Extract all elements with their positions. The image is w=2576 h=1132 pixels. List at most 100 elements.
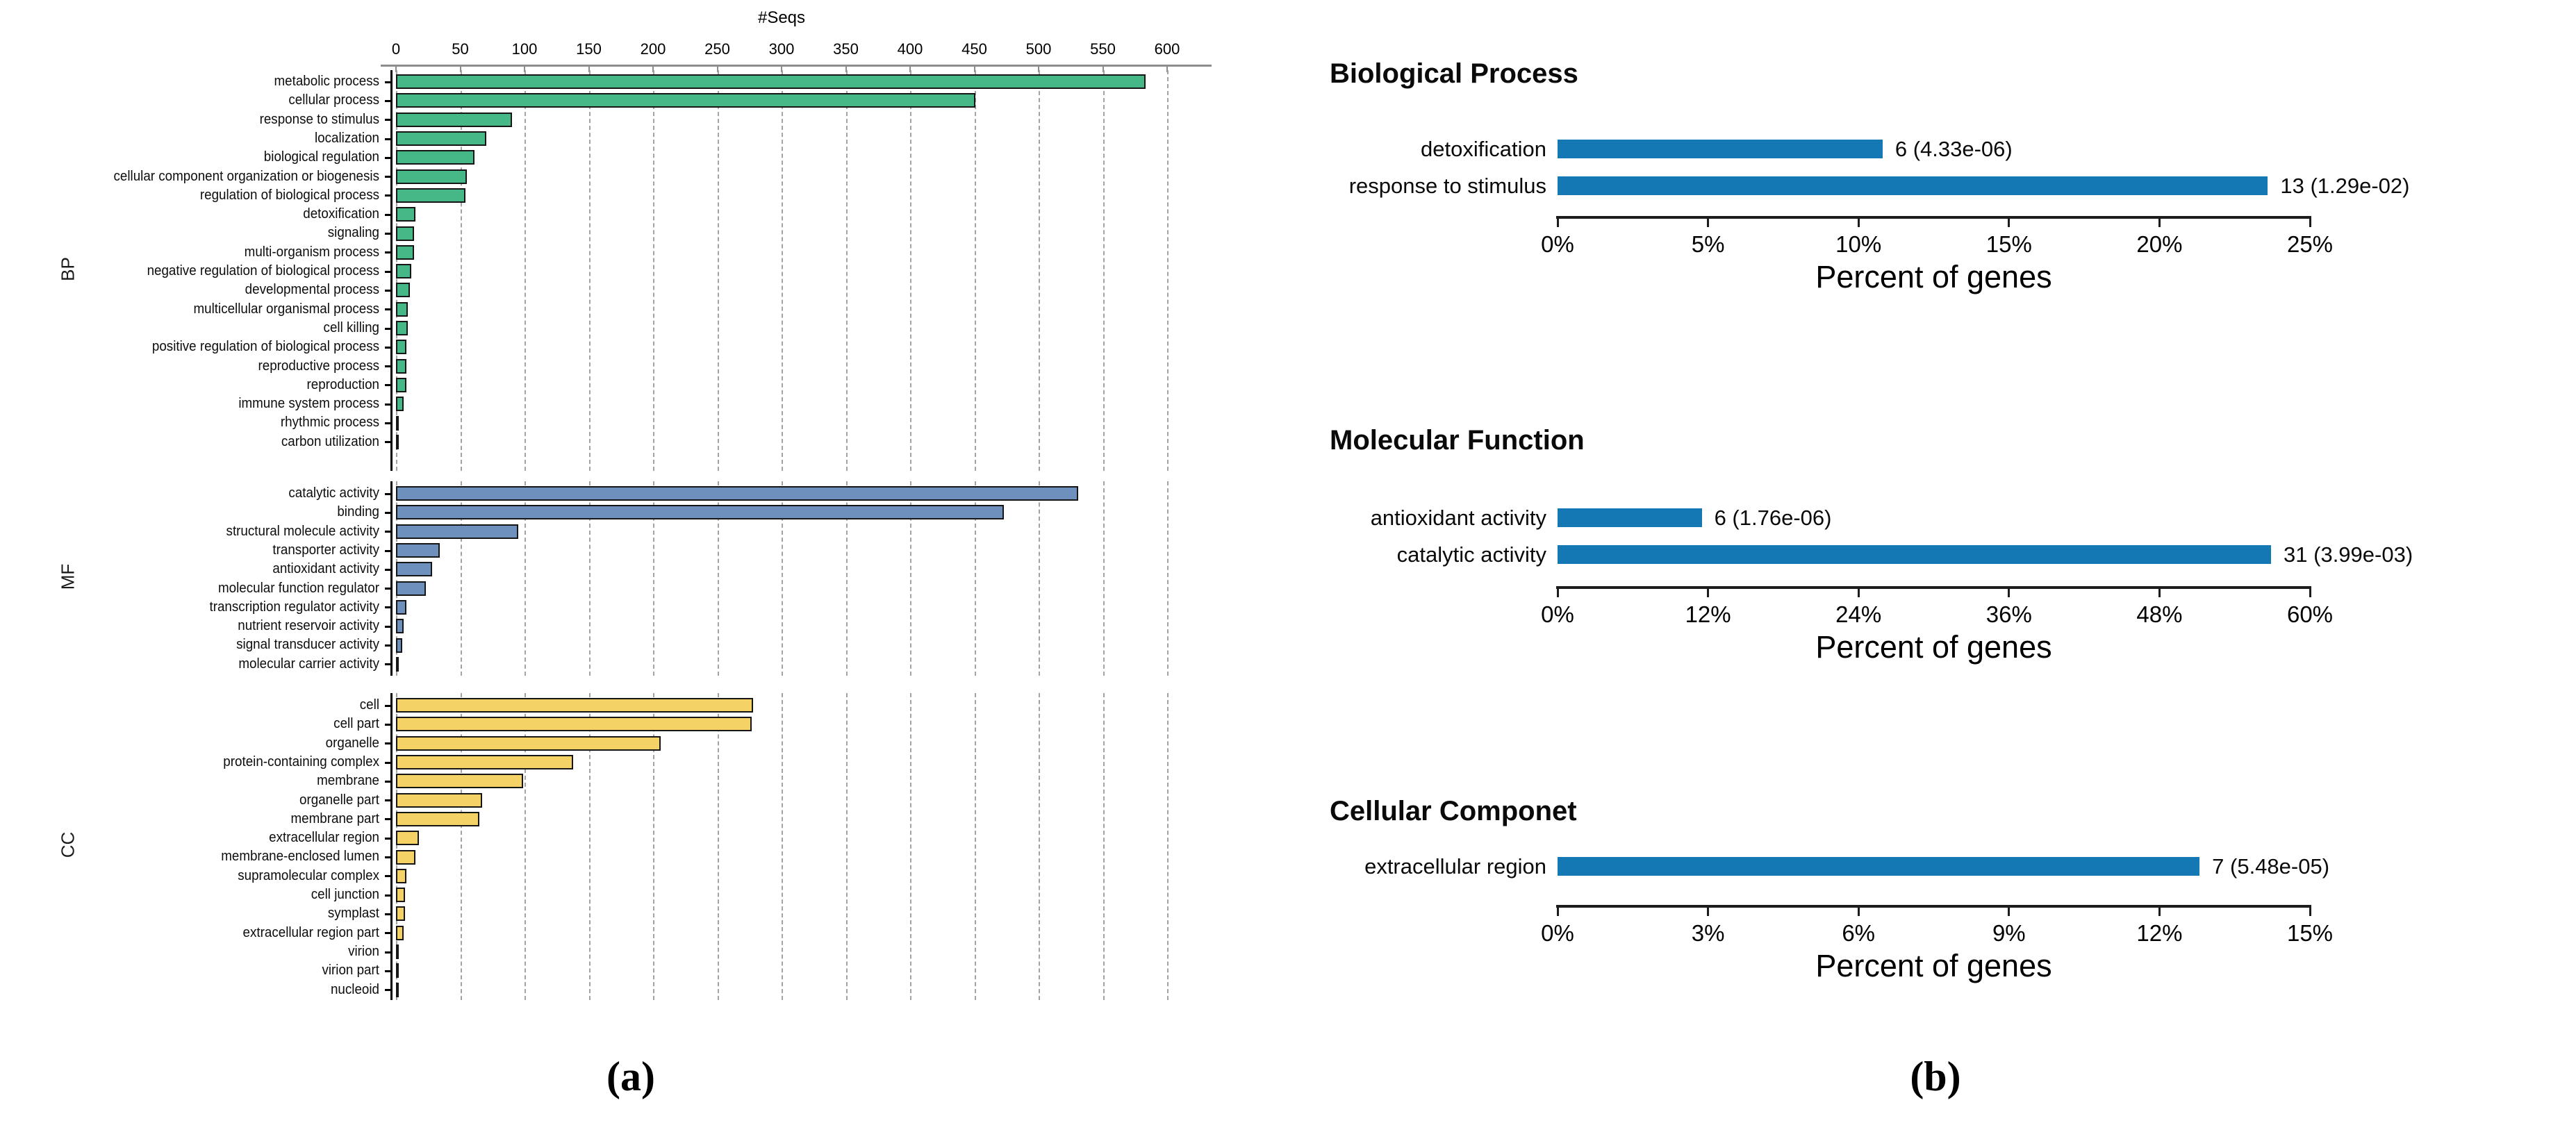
- category-label-molecular-function-regulator: molecular function regulator: [218, 580, 379, 596]
- panel-a-section-bp: BP metabolic process cellular process respo…: [0, 70, 1288, 471]
- chart-xaxis-line: [1556, 216, 2311, 219]
- bar-catalytic-activity: [1558, 545, 2272, 564]
- bar-protein-containing-complex: [396, 755, 574, 770]
- category-label-antioxidant-activity: antioxidant activity: [272, 561, 379, 577]
- gridline: [460, 70, 462, 471]
- category-label-metabolic-process: metabolic process: [274, 74, 379, 89]
- chart-xaxis-tick-label: 36%: [1985, 601, 2032, 627]
- category-label-cellular-process: cellular process: [288, 92, 379, 108]
- bar-organelle-part: [396, 792, 482, 808]
- category-tickmark: [385, 704, 390, 707]
- category-tickmark: [385, 989, 390, 992]
- chart-molecular-function: Molecular Function antioxidant activity 6 …: [1288, 0, 2576, 665]
- category-label-extracellular-region: extracellular region: [1364, 854, 1546, 879]
- gridline: [845, 481, 848, 676]
- category-tickmark: [385, 780, 390, 783]
- category-label-negative-regulation-of-biological-process: negative regulation of biological proces…: [147, 263, 380, 278]
- bar-membrane: [396, 774, 524, 789]
- category-tickmark: [385, 441, 390, 444]
- category-tickmark: [385, 588, 390, 590]
- category-label-membrane: membrane: [317, 773, 379, 789]
- chart-xaxis-tickmark: [2008, 216, 2011, 227]
- bar-localization: [396, 131, 486, 147]
- category-tickmark: [385, 346, 390, 349]
- chart-xaxis-line: [1556, 905, 2311, 908]
- gridline: [1039, 70, 1040, 471]
- category-tickmark: [385, 403, 390, 406]
- chart-xaxis-tick-label: 5%: [1691, 231, 1725, 257]
- bar-response-to-stimulus: [1558, 176, 2268, 195]
- panel-a-xaxis-tickmark: [652, 67, 654, 72]
- gridline: [396, 693, 397, 1000]
- bar-negative-regulation-of-biological-process: [396, 264, 412, 279]
- bar-transcription-regulator-activity: [396, 599, 406, 615]
- gridline: [845, 70, 848, 471]
- gridline: [717, 481, 719, 676]
- bar-detoxification: [396, 207, 415, 222]
- chart-xaxis-title: Percent of genes: [1815, 259, 2052, 294]
- category-label-catalytic-activity: catalytic activity: [1396, 542, 1546, 567]
- bar-value-detoxification: 6 (4.33e-06): [1894, 137, 2013, 161]
- gridline: [910, 481, 911, 676]
- panel-a-xaxis-tickmark: [1038, 67, 1039, 72]
- category-label-catalytic-activity: catalytic activity: [288, 485, 379, 501]
- chart-xaxis-tick-label: 25%: [2286, 231, 2334, 257]
- panel-a-xaxis-tickmark: [1166, 67, 1168, 72]
- chart-xaxis-tick-label: 15%: [2286, 920, 2334, 946]
- gridlines: [396, 481, 1181, 676]
- category-label-multi-organism-process: multi-organism process: [244, 244, 379, 260]
- panel-a-xaxis-tick-label: 550: [1090, 40, 1116, 58]
- chart-xaxis-tick-label: 9%: [1992, 920, 2026, 946]
- bar-antioxidant-activity: [396, 562, 432, 577]
- caption-a: (a): [606, 1054, 655, 1099]
- category-label-positive-regulation-of-biological-process: positive regulation of biological proces…: [151, 339, 379, 355]
- category-tickmark: [385, 951, 390, 954]
- gridline: [717, 693, 719, 1000]
- bar-cell-junction: [396, 888, 405, 903]
- bar-binding: [396, 505, 1005, 520]
- category-tickmark: [385, 856, 390, 859]
- chart-xaxis-tickmark: [1556, 586, 1559, 597]
- chart-xaxis-tickmark: [1707, 905, 1710, 916]
- gridline: [1103, 70, 1105, 471]
- category-tickmark: [385, 625, 390, 628]
- bar-structural-molecule-activity: [396, 524, 518, 539]
- bar-symplast: [396, 906, 405, 922]
- gridline: [653, 693, 654, 1000]
- bar-rhythmic-process: [396, 415, 399, 431]
- panel-a-xaxis-tickmark: [588, 67, 590, 72]
- category-tickmark: [385, 384, 390, 387]
- category-tickmark: [385, 894, 390, 897]
- gridline: [588, 481, 591, 676]
- gridline: [1167, 693, 1169, 1000]
- category-tickmark: [385, 913, 390, 915]
- category-tickmark: [385, 511, 390, 514]
- chart-xaxis-tickmark: [1857, 216, 1860, 227]
- gridlines: [396, 693, 1181, 1000]
- chart-cellular-componet: Cellular Componet extracellular region 7 (…: [1288, 0, 2576, 983]
- category-label-membrane-enclosed-lumen: membrane-enclosed lumen: [221, 849, 379, 865]
- gridline: [717, 70, 719, 471]
- chart-xaxis-tickmark: [2008, 586, 2011, 597]
- panel-a-xaxis-tick-label: 450: [961, 40, 987, 58]
- bar-regulation-of-biological-process: [396, 188, 465, 203]
- panel-a-xaxis-tick-label: 600: [1154, 40, 1180, 58]
- category-label-extracellular-region: extracellular region: [269, 830, 379, 846]
- category-label-cell-part: cell part: [333, 716, 379, 732]
- category-label-rhythmic-process: rhythmic process: [280, 415, 379, 431]
- category-label-virion-part: virion part: [322, 963, 379, 979]
- category-label-virion: virion: [348, 943, 379, 959]
- caption-b: (b): [1910, 1054, 1961, 1099]
- category-label-organelle: organelle: [325, 735, 379, 751]
- bar-reproduction: [396, 377, 406, 392]
- category-label-nucleoid: nucleoid: [330, 981, 379, 997]
- bar-supramolecular-complex: [396, 868, 406, 883]
- gridline: [460, 693, 462, 1000]
- bar-multicellular-organismal-process: [396, 301, 408, 317]
- bar-developmental-process: [396, 283, 411, 298]
- category-tickmark: [385, 663, 390, 666]
- gridline: [910, 70, 911, 471]
- panel-a-section-cc: CC cell cell part organelle protein-containi…: [0, 693, 1288, 1000]
- category-tickmark: [385, 119, 390, 122]
